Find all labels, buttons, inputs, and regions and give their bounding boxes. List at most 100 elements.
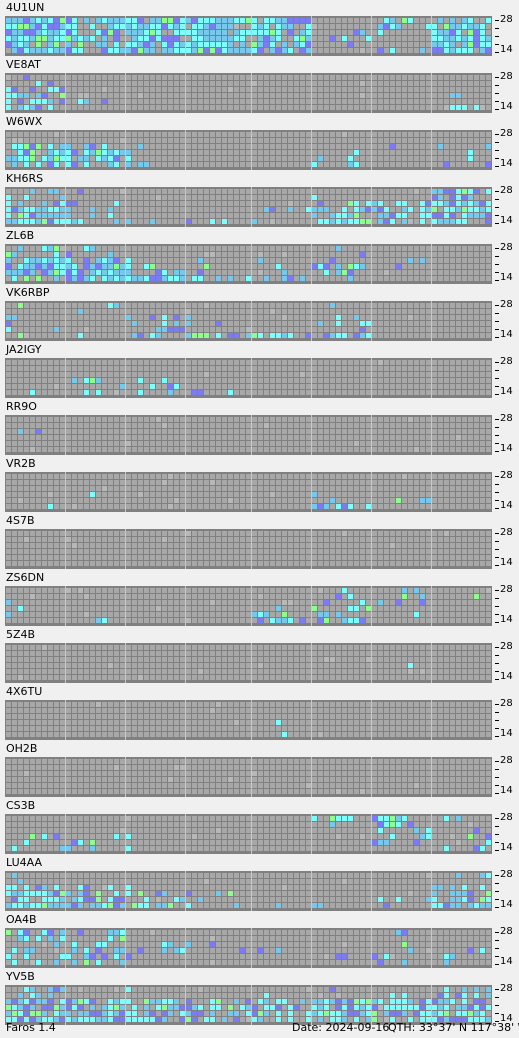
band-cell — [228, 480, 233, 485]
band-cell — [474, 144, 479, 149]
band-cell — [234, 99, 239, 104]
band-cell — [36, 492, 41, 497]
band-cell — [378, 537, 383, 542]
band-cell — [186, 315, 191, 320]
band-cell — [66, 75, 71, 80]
band-cell — [54, 264, 59, 269]
band-cell — [18, 201, 23, 206]
band-cell — [414, 429, 419, 434]
band-cell — [168, 99, 173, 104]
band-cell — [18, 447, 23, 452]
band-cell — [360, 195, 365, 200]
band-cell — [132, 474, 137, 479]
band-cell — [342, 447, 347, 452]
band-cell — [150, 156, 155, 161]
band-cell — [312, 189, 317, 194]
band-cell — [12, 18, 17, 23]
station-callsign: JA2IGY — [6, 343, 42, 356]
band-cell — [408, 162, 413, 167]
band-cell — [384, 366, 389, 371]
band-cell — [204, 105, 209, 110]
band-cell — [198, 156, 203, 161]
band-cell — [54, 105, 59, 110]
band-cell — [78, 264, 83, 269]
band-cell — [330, 333, 335, 338]
band-cell — [6, 99, 11, 104]
band-cell — [480, 390, 485, 395]
band-cell — [228, 219, 233, 224]
band-cell — [66, 246, 71, 251]
band-cell — [54, 321, 59, 326]
band-cell — [186, 24, 191, 29]
band-cell — [390, 150, 395, 155]
band-cell — [324, 309, 329, 314]
band-activity-grid — [5, 73, 492, 113]
band-cell — [408, 42, 413, 47]
band-cell — [138, 195, 143, 200]
band-cell — [384, 327, 389, 332]
band-cell — [192, 372, 197, 377]
band-cell — [54, 246, 59, 251]
band-cell — [42, 99, 47, 104]
band-cell — [138, 486, 143, 491]
band-cell — [438, 474, 443, 479]
band-cell — [174, 42, 179, 47]
band-cell — [384, 105, 389, 110]
band-cell — [438, 42, 443, 47]
band-cell — [276, 390, 281, 395]
band-cell — [276, 531, 281, 536]
band-cell — [144, 384, 149, 389]
band-cell — [144, 156, 149, 161]
band-cell — [402, 138, 407, 143]
band-cell — [276, 366, 281, 371]
band-cell — [18, 219, 23, 224]
band-cell — [462, 384, 467, 389]
band-cell — [24, 429, 29, 434]
band-cell — [360, 498, 365, 503]
band-cell — [390, 105, 395, 110]
band-cell — [384, 150, 389, 155]
band-cell — [90, 258, 95, 263]
band-cell — [390, 555, 395, 560]
band-cell — [6, 156, 11, 161]
band-cell — [360, 303, 365, 308]
band-cell — [144, 447, 149, 452]
band-cell — [150, 531, 155, 536]
band-cell — [378, 36, 383, 41]
band-cell — [360, 36, 365, 41]
band-cell — [150, 327, 155, 332]
band-cell — [192, 150, 197, 155]
hour-divider — [65, 472, 66, 512]
band-cell — [294, 366, 299, 371]
band-cell — [222, 189, 227, 194]
band-cell — [252, 195, 257, 200]
band-cell — [330, 144, 335, 149]
band-cell — [438, 213, 443, 218]
band-cell — [150, 543, 155, 548]
band-cell — [234, 543, 239, 548]
band-cell — [66, 327, 71, 332]
band-cell — [480, 429, 485, 434]
band-cell — [396, 201, 401, 206]
band-cell — [54, 156, 59, 161]
band-cell — [468, 150, 473, 155]
band-cell — [264, 18, 269, 23]
band-cell — [90, 42, 95, 47]
band-cell — [288, 309, 293, 314]
scale-tick — [495, 451, 499, 452]
band-cell — [24, 327, 29, 332]
band-cell — [102, 321, 107, 326]
band-cell — [150, 504, 155, 509]
band-cell — [462, 309, 467, 314]
band-cell — [102, 195, 107, 200]
band-cell — [114, 207, 119, 212]
band-cell — [282, 156, 287, 161]
band-cell — [414, 498, 419, 503]
band-cell — [276, 138, 281, 143]
band-cell — [438, 75, 443, 80]
band-cell — [438, 276, 443, 281]
band-cell — [174, 138, 179, 143]
band-cell — [156, 207, 161, 212]
band-cell — [42, 429, 47, 434]
band-cell — [360, 390, 365, 395]
